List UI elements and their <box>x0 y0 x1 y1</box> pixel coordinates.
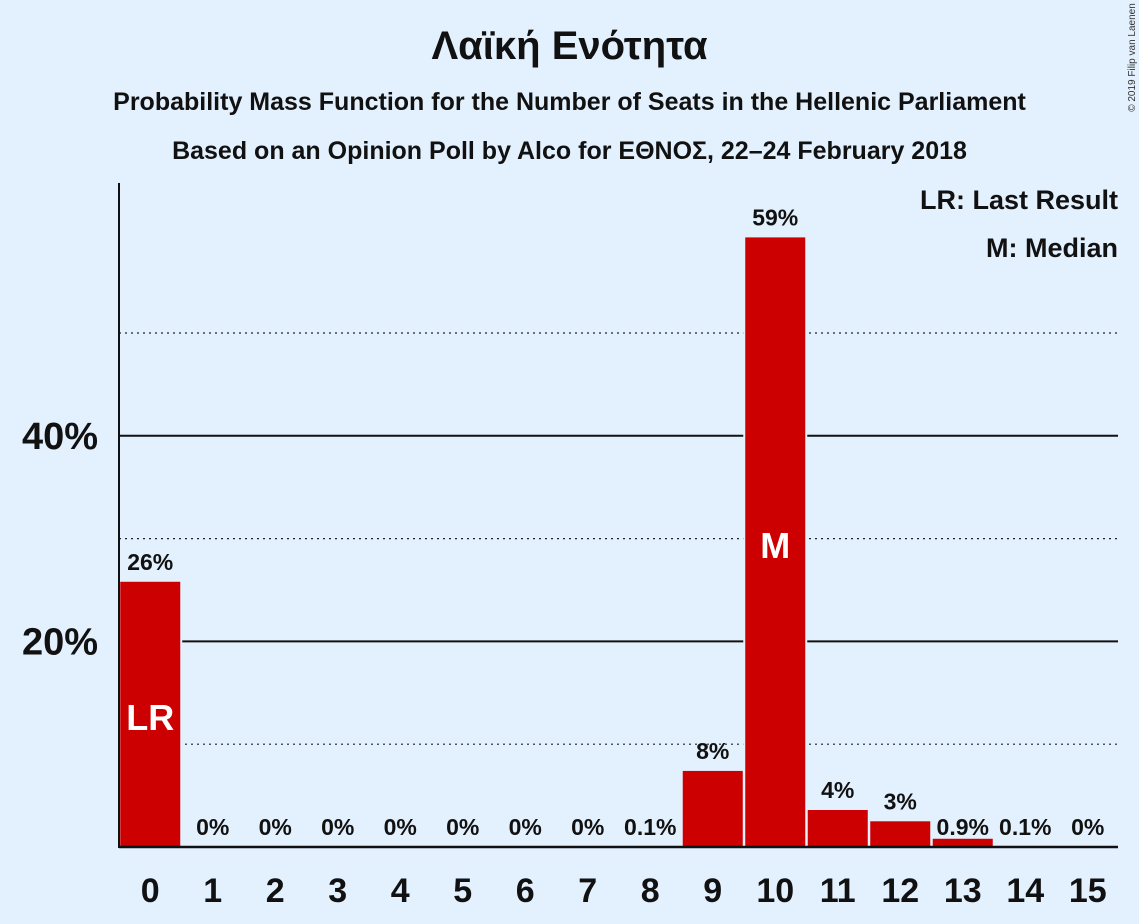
legend-last-result: LR: Last Result <box>920 185 1118 215</box>
y-tick-label: 20% <box>22 621 98 663</box>
x-tick-label: 7 <box>578 872 597 910</box>
bar-value-label: 0.1% <box>624 814 676 840</box>
bar-value-label: 0% <box>196 814 229 840</box>
bar <box>932 838 993 847</box>
bar-value-label: 0% <box>509 814 542 840</box>
x-tick-label: 10 <box>756 872 794 910</box>
bar <box>745 237 806 847</box>
x-tick-label: 6 <box>516 872 535 910</box>
bar-value-label: 3% <box>884 788 917 814</box>
bar-value-label: 26% <box>127 549 173 575</box>
bar-value-label: 4% <box>821 777 854 803</box>
x-tick-label: 1 <box>203 872 222 910</box>
bar-value-label: 0% <box>446 814 479 840</box>
bar-halo <box>618 843 683 847</box>
x-tick-label: 4 <box>391 872 410 910</box>
chart-source-line: Based on an Opinion Poll by Alco for ΕΘΝ… <box>172 137 967 165</box>
x-tick-label: 9 <box>703 872 722 910</box>
x-tick-label: 15 <box>1069 872 1107 910</box>
chart-subtitle: Probability Mass Function for the Number… <box>113 88 1026 116</box>
bar <box>870 821 931 847</box>
x-tick-label: 3 <box>328 872 347 910</box>
x-tick-label: 12 <box>881 872 919 910</box>
bar-value-label: 59% <box>752 204 798 230</box>
x-tick-label: 0 <box>141 872 160 910</box>
legend-median: M: Median <box>986 233 1118 263</box>
bar-value-label: 0% <box>1071 814 1104 840</box>
bar <box>682 770 743 847</box>
bar-halo <box>993 843 1058 847</box>
median-marker: M <box>760 525 790 566</box>
x-tick-label: 2 <box>266 872 285 910</box>
bar-value-label: 0% <box>384 814 417 840</box>
last-result-marker: LR <box>126 697 174 738</box>
x-tick-label: 8 <box>641 872 660 910</box>
x-tick-label: 14 <box>1006 872 1044 910</box>
bar <box>120 581 181 847</box>
gridlines <box>119 332 1118 745</box>
chart-title: Λαϊκή Ενότητα <box>431 24 708 68</box>
bar-value-label: 8% <box>696 738 729 764</box>
x-tick-label: 11 <box>820 872 856 910</box>
bar-value-label: 0% <box>321 814 354 840</box>
bars <box>118 235 1058 847</box>
x-tick-label: 13 <box>944 872 982 910</box>
value-labels: 26% LR 0% 0% 0% 0% 0% 0% 0% 0.1% 8% 59% M 4% 3% 0.9% 0.1… <box>126 204 1104 840</box>
bar-value-label: 0.9% <box>937 814 989 840</box>
y-tick-label: 40% <box>22 416 98 458</box>
bar <box>807 809 868 847</box>
bar-value-label: 0.1% <box>999 814 1051 840</box>
axes: 20%40%0 1 2 3 4 5 6 7 8 9 10 11 12 13 14 15 <box>22 183 1118 910</box>
bar-value-label: 0% <box>571 814 604 840</box>
x-tick-label: 5 <box>453 872 472 910</box>
bar-value-label: 0% <box>259 814 292 840</box>
